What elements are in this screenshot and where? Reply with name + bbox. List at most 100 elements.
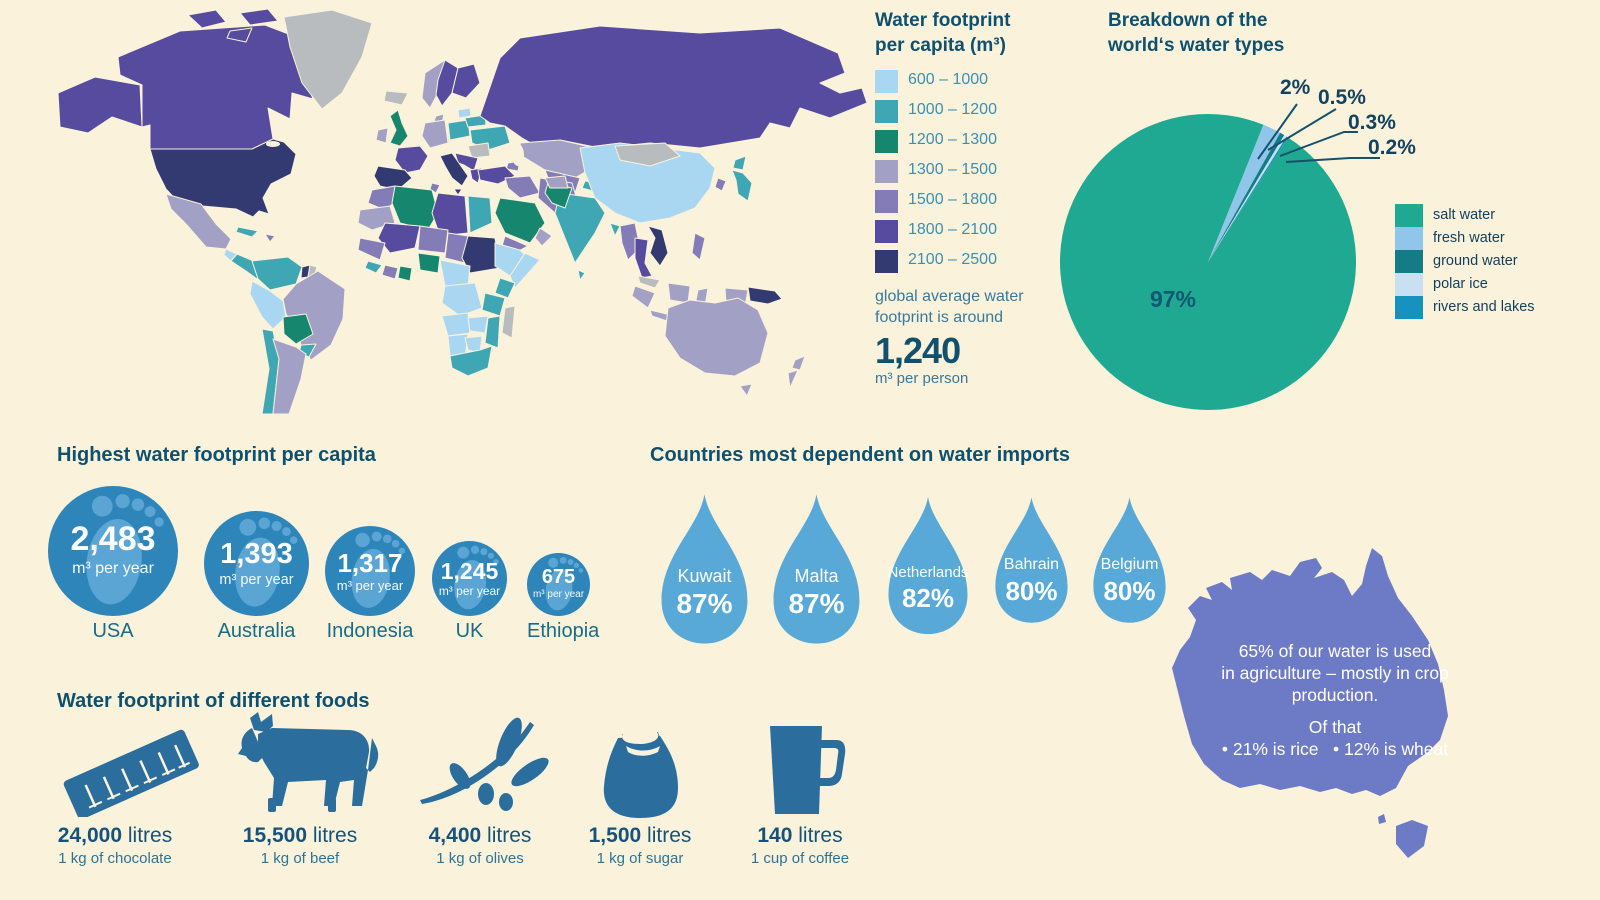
map-region-tasmania (739, 383, 753, 397)
map-region-hispaniola (264, 233, 276, 243)
map-region-alaska (57, 76, 143, 134)
australia-fact-text: 65% of our water is used in agriculture … (1200, 640, 1470, 760)
legend-swatch-4 (875, 160, 898, 183)
drop-country-kuwait: Kuwait (677, 566, 732, 586)
pie-legend-label: salt water (1433, 207, 1496, 223)
map-region-sicily (453, 188, 463, 196)
water-drop-icon (661, 494, 748, 644)
food-number: 4,400 (428, 824, 482, 847)
legend-label: 1500 – 1800 (908, 191, 997, 208)
food-value-olives: 4,400 litres (380, 824, 580, 848)
map-region-india (554, 192, 606, 264)
food-value-coffee: 140 litres (700, 824, 900, 848)
footprint-unit: m³ per year (72, 560, 154, 577)
food-label-beef: 1 kg of beef (260, 850, 340, 867)
map-region-mozambique (484, 315, 501, 349)
map-region-borneo (667, 282, 691, 304)
pie-swatch-ground-water (1395, 250, 1423, 273)
map-region-malaysia (637, 275, 661, 289)
food-number: 140 (757, 824, 793, 847)
pie-swatch-fresh-water (1395, 227, 1423, 250)
map-region-tunisia (429, 182, 441, 194)
map-region-niger (417, 225, 449, 254)
map-region-sudan (461, 235, 501, 274)
map-region-mali (377, 222, 421, 254)
drop-country-belgium: Belgium (1100, 556, 1159, 573)
caspian-sea (512, 144, 524, 166)
country-label-indonesia: Indonesia (326, 620, 414, 642)
pie-callout-fresh-water: 2% (1280, 76, 1311, 99)
map-region-algeria (391, 185, 439, 231)
map-region-ivory (381, 264, 399, 280)
pie-slice-salt-water (1059, 114, 1356, 411)
map-region-syria_iraq (504, 175, 541, 199)
map-region-hokkaido (732, 155, 747, 171)
map-region-south_africa (449, 345, 493, 377)
legend-row: 2100 – 2500 (875, 250, 1065, 280)
map-legend: Water footprint per capita (m³) 600 – 10… (875, 8, 1065, 387)
food-label-coffee: 1 cup of coffee (750, 850, 850, 867)
footprint-circle-uk: 1,245 m³ per year (432, 541, 507, 616)
cow-icon (238, 712, 379, 812)
legend-swatch-7 (875, 250, 898, 273)
water-drop-icon (888, 496, 968, 635)
footprint-value: 2,483 (70, 520, 156, 558)
map-region-poland (447, 119, 471, 141)
map-region-bangladesh (609, 222, 621, 237)
pie-swatch-salt-water (1395, 204, 1423, 227)
map-region-honshu (731, 169, 753, 202)
map-region-france (394, 145, 429, 174)
food-value-chocolate: 24,000 litres (15, 824, 215, 848)
drop-country-bahrain: Bahrain (1003, 556, 1060, 573)
legend-row: 1300 – 1500 (875, 160, 1065, 190)
footprint-unit: m³ per year (219, 572, 294, 588)
footprint-unit: m³ per year (532, 589, 585, 600)
footprint-icon (235, 517, 298, 607)
footprint-value: 1,317 (337, 548, 403, 578)
section-title-foods: Water footprint of different foods (57, 690, 370, 712)
footprint-icon (454, 545, 499, 610)
section-title-footprints: Highest water footprint per capita (57, 444, 376, 466)
map-legend-title: Water footprint per capita (m³) (875, 10, 1011, 56)
legend-label: 1200 – 1300 (908, 131, 997, 148)
legend-row: 1800 – 2100 (875, 220, 1065, 250)
australia-silhouette (1172, 548, 1448, 858)
map-region-romania (467, 142, 491, 159)
footprint-value: 1,245 (440, 558, 499, 584)
global-average-unit: m³ per person (875, 370, 969, 387)
pie-legend-label: fresh water (1433, 230, 1505, 246)
map-region-south_korea (714, 177, 727, 192)
pie-slice-ground-water (1208, 132, 1285, 262)
water-drop-icon (773, 494, 860, 644)
food-unit: litres (127, 824, 173, 847)
footprint-icon (545, 556, 584, 611)
legend-swatch-3 (875, 130, 898, 153)
food-number: 24,000 (57, 824, 123, 847)
drop-value-belgium: 80% (1103, 576, 1156, 606)
drop-value-netherlands: 82% (901, 583, 955, 613)
map-region-cuba (235, 226, 259, 238)
map-region-vietnam (647, 225, 669, 267)
sugar-sack-icon (603, 724, 678, 818)
map-region-iceland (383, 90, 409, 106)
map-region-nz_north (791, 355, 806, 371)
map-region-thailand (634, 237, 653, 279)
water-drop-icon (995, 497, 1068, 623)
pie-slice-polar-ice (1208, 135, 1287, 262)
pie-leader-lines (1257, 103, 1380, 163)
pie-legend-label: ground water (1433, 253, 1518, 269)
pie-callout-rivers-lakes: 0.2% (1368, 136, 1416, 159)
legend-label: 2100 – 2500 (908, 251, 997, 268)
country-label-ethiopia: Ethiopia (527, 620, 600, 642)
footprint-unit: m³ per year (336, 578, 404, 593)
map-region-finland (451, 63, 481, 99)
map-region-afghanistan (544, 175, 569, 189)
country-label-usa: USA (92, 620, 134, 642)
map-region-baltics (457, 107, 472, 119)
map-region-nz_south (787, 369, 799, 389)
footprint-circle-australia: 1,393 m³ per year (204, 511, 309, 616)
map-region-kenya (494, 277, 516, 299)
map-region-egypt (467, 195, 493, 234)
map-region-philippines (691, 232, 706, 261)
